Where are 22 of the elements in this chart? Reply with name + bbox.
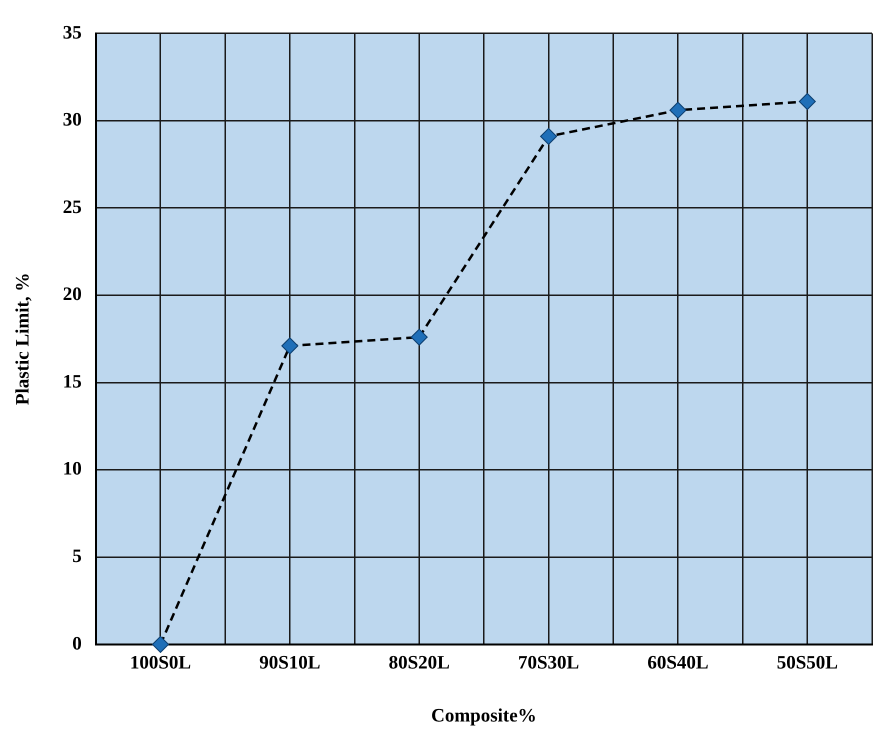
x-tick-label: 80S20L	[388, 652, 450, 674]
x-tick-label: 70S30L	[518, 652, 580, 674]
x-tick-label: 60S40L	[647, 652, 709, 674]
point	[798, 92, 816, 110]
y-tick-label: 5	[72, 546, 82, 568]
y-tick-label: 20	[62, 284, 82, 306]
x-axis-title: Composite%	[431, 706, 537, 727]
point	[410, 328, 428, 346]
y-tick-label: 35	[62, 22, 82, 44]
x-tick-label: 100S0L	[130, 652, 192, 674]
point	[152, 636, 169, 653]
x-tick-label: 50S50L	[776, 652, 838, 674]
point	[281, 337, 298, 354]
y-tick-label: 25	[62, 196, 82, 218]
y-tick-label: 10	[62, 458, 82, 480]
point	[540, 128, 558, 145]
y-tick-label: 30	[62, 110, 82, 131]
y-tick-label: 15	[62, 371, 82, 392]
point	[669, 102, 686, 119]
y-tick-label: 0	[72, 633, 82, 654]
x-tick-label: 90S10L	[259, 652, 320, 674]
y-axis-title: Plastic Limit, %	[12, 272, 34, 406]
